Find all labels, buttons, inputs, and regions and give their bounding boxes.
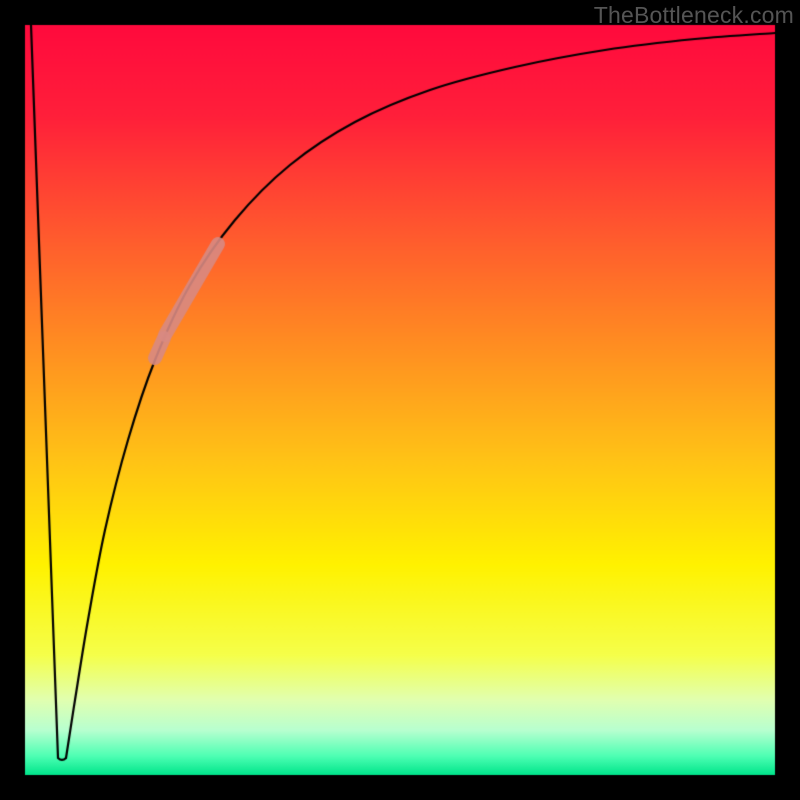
chart-container: TheBottleneck.com — [0, 0, 800, 800]
watermark-text: TheBottleneck.com — [594, 2, 794, 29]
bottleneck-chart-canvas — [0, 0, 800, 800]
